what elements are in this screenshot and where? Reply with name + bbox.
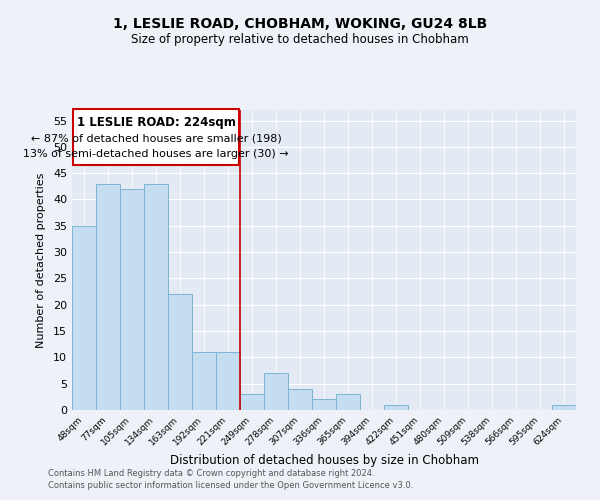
Bar <box>552 404 576 410</box>
Bar <box>120 189 144 410</box>
X-axis label: Distribution of detached houses by size in Chobham: Distribution of detached houses by size … <box>170 454 479 467</box>
Text: 1 LESLIE ROAD: 224sqm: 1 LESLIE ROAD: 224sqm <box>77 116 235 130</box>
Text: 13% of semi-detached houses are larger (30) →: 13% of semi-detached houses are larger (… <box>23 150 289 160</box>
Bar <box>168 294 192 410</box>
Bar <box>72 226 96 410</box>
Y-axis label: Number of detached properties: Number of detached properties <box>36 172 46 348</box>
Bar <box>288 389 312 410</box>
Bar <box>216 352 240 410</box>
Text: Contains HM Land Registry data © Crown copyright and database right 2024.: Contains HM Land Registry data © Crown c… <box>48 468 374 477</box>
Bar <box>96 184 120 410</box>
Text: Contains public sector information licensed under the Open Government Licence v3: Contains public sector information licen… <box>48 481 413 490</box>
Text: Size of property relative to detached houses in Chobham: Size of property relative to detached ho… <box>131 32 469 46</box>
Bar <box>144 184 168 410</box>
Bar <box>192 352 216 410</box>
Bar <box>336 394 360 410</box>
Bar <box>312 400 336 410</box>
Bar <box>384 404 408 410</box>
Text: 1, LESLIE ROAD, CHOBHAM, WOKING, GU24 8LB: 1, LESLIE ROAD, CHOBHAM, WOKING, GU24 8L… <box>113 18 487 32</box>
Bar <box>264 373 288 410</box>
Text: ← 87% of detached houses are smaller (198): ← 87% of detached houses are smaller (19… <box>31 134 281 143</box>
Bar <box>240 394 264 410</box>
FancyBboxPatch shape <box>73 109 239 166</box>
